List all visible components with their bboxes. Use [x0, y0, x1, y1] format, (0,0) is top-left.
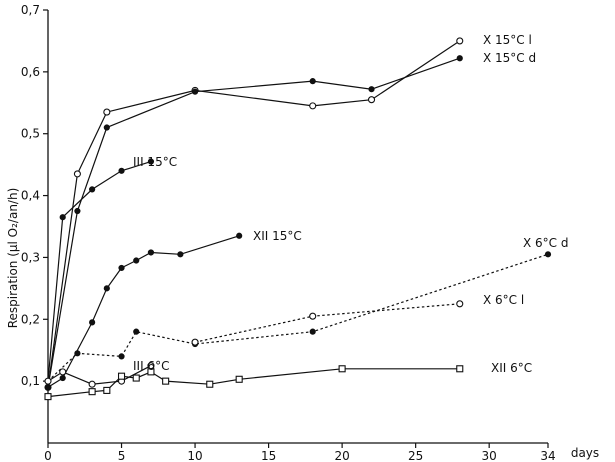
data-point [544, 251, 552, 258]
series-labels: X 15°C l X 15°C d III 15°C XII 15°C X 6°C d X… [133, 33, 568, 375]
series-0 [44, 37, 464, 391]
data-point [235, 375, 243, 383]
data-point [132, 374, 140, 382]
data-point [309, 312, 317, 320]
data-point [88, 380, 96, 388]
series-label: III 15°C [133, 155, 177, 169]
series-4 [44, 251, 552, 385]
series-label: XII 15°C [253, 229, 302, 243]
series-label: X 15°C d [483, 51, 536, 65]
data-point [73, 170, 81, 178]
data-point [133, 328, 140, 335]
x-tick-label: 25 [408, 449, 423, 462]
data-point [103, 386, 111, 394]
data-point [44, 393, 52, 401]
series-line [47, 40, 461, 388]
data-point [118, 264, 125, 272]
x-tick-label: 30 [482, 449, 497, 462]
data-point [89, 186, 96, 193]
y-tick-label: 0,2 [21, 312, 40, 326]
y-tick-label: 0,1 [21, 374, 40, 388]
series-line [47, 57, 460, 388]
x-axis-label: days [571, 446, 599, 460]
series-2 [44, 158, 155, 385]
series-label: III 6°C [133, 359, 169, 373]
data-point [103, 285, 110, 292]
data-point [191, 338, 199, 346]
data-point [338, 365, 346, 373]
data-point [456, 300, 464, 308]
data-point [103, 108, 111, 116]
x-tick-label: 5 [118, 449, 126, 462]
series-label: X 6°C l [483, 293, 524, 307]
data-point [118, 353, 125, 360]
data-point [59, 374, 66, 382]
y-axis-label: Respiration (µl O₂/an/h) [6, 188, 20, 329]
data-point [89, 319, 96, 326]
data-point [191, 88, 199, 95]
data-point [147, 158, 155, 165]
y-tick-label: 0,7 [21, 3, 40, 17]
x-tick-label: 20 [334, 449, 349, 462]
series-3 [44, 232, 243, 391]
y-tick-label: 0,5 [21, 127, 40, 141]
series-5 [191, 300, 464, 346]
data-point [368, 86, 375, 93]
data-point [236, 232, 243, 239]
data-point [133, 257, 140, 264]
x-tick-label: 10 [187, 449, 202, 462]
series-group [44, 37, 552, 401]
data-point [309, 102, 317, 110]
data-point [147, 249, 155, 256]
x-tick-label: 15 [261, 449, 276, 462]
data-point [59, 214, 66, 221]
x-tick-label: 0 [44, 449, 52, 462]
data-point [162, 377, 170, 385]
data-point [309, 78, 316, 85]
y-tick-label: 0,4 [21, 189, 40, 203]
data-point [44, 377, 52, 385]
axes [47, 10, 548, 444]
data-point [147, 368, 155, 376]
data-point [456, 55, 463, 62]
y-tick-label: 0,6 [21, 65, 40, 79]
data-point [309, 328, 316, 335]
x-tick-label: 34 [540, 449, 555, 462]
data-point [44, 384, 52, 391]
series-label: X 6°C d [523, 236, 568, 250]
y-tick-label: 0,3 [21, 250, 40, 264]
ticks: 0 5 10 15 20 25 30 34 0,1 0,2 0,3 0,4 0,5 0,6 0,7 [21, 3, 556, 462]
data-point [206, 380, 214, 388]
data-point [177, 251, 184, 258]
series-6 [44, 362, 155, 388]
data-point [103, 124, 110, 131]
series-line [194, 303, 460, 343]
data-point [367, 96, 376, 104]
series-label: X 15°C l [483, 33, 532, 47]
series-label: XII 6°C [491, 361, 532, 375]
series-1 [44, 55, 463, 391]
series-7 [44, 365, 464, 401]
data-point [118, 167, 125, 174]
data-point [74, 350, 81, 357]
data-point [117, 372, 126, 380]
data-point [88, 388, 96, 396]
series-line [47, 253, 549, 382]
data-point [59, 368, 67, 376]
data-point [74, 207, 81, 215]
data-point [456, 365, 464, 373]
data-point [456, 37, 464, 45]
